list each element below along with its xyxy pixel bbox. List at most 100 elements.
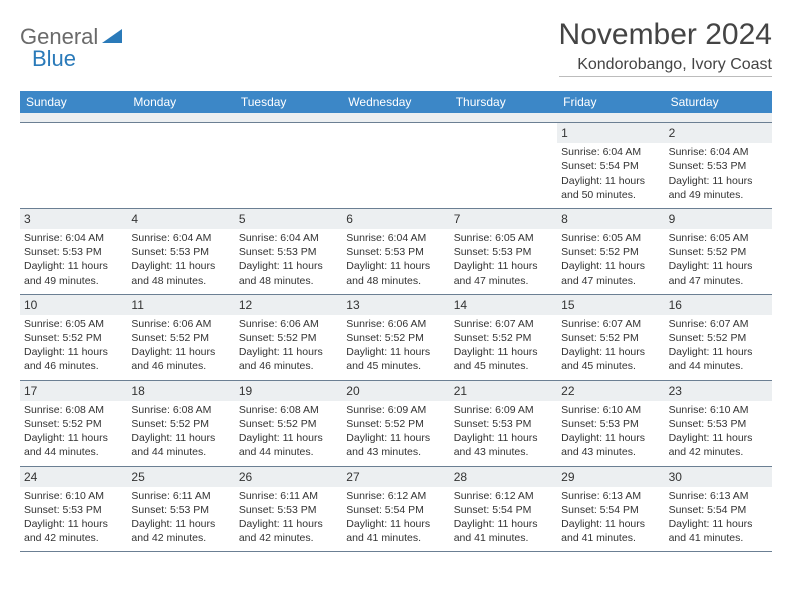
- calendar-cell: 13Sunrise: 6:06 AMSunset: 5:52 PMDayligh…: [342, 295, 449, 380]
- day-number: 12: [235, 295, 342, 315]
- day-number: 19: [235, 381, 342, 401]
- calendar-cell: 2Sunrise: 6:04 AMSunset: 5:53 PMDaylight…: [665, 123, 772, 208]
- sunrise-text: Sunrise: 6:06 AM: [239, 317, 338, 331]
- daylight-text: Daylight: 11 hours and 42 minutes.: [131, 517, 230, 545]
- day-number: 20: [342, 381, 449, 401]
- calendar-cell: 30 Sunrise: 6:13 AMSunset: 5:54 PMDayligh…: [665, 467, 772, 552]
- sunrise-text: Sunrise: 6:09 AM: [454, 403, 553, 417]
- day-number: 18: [127, 381, 234, 401]
- calendar-cell: 22Sunrise: 6:10 AMSunset: 5:53 PMDayligh…: [557, 381, 664, 466]
- sunset-text: Sunset: 5:53 PM: [131, 503, 230, 517]
- sunrise-text: Sunrise: 6:08 AM: [24, 403, 123, 417]
- calendar-cell: 15Sunrise: 6:07 AMSunset: 5:52 PMDayligh…: [557, 295, 664, 380]
- sunset-text: Sunset: 5:52 PM: [239, 417, 338, 431]
- calendar-cell: 25Sunrise: 6:11 AMSunset: 5:53 PMDayligh…: [127, 467, 234, 552]
- daylight-text: Daylight: 11 hours and 42 minutes.: [239, 517, 338, 545]
- day-number: 5: [235, 209, 342, 229]
- sunset-text: Sunset: 5:53 PM: [24, 503, 123, 517]
- sunset-text: Sunset: 5:53 PM: [346, 245, 445, 259]
- calendar-cell: 14Sunrise: 6:07 AMSunset: 5:52 PMDayligh…: [450, 295, 557, 380]
- sunrise-text: Sunrise: 6:13 AM: [669, 489, 768, 503]
- sunset-text: Sunset: 5:54 PM: [669, 503, 768, 517]
- calendar-cell: 3 Sunrise: 6:04 AMSunset: 5:53 PMDaylight…: [20, 209, 127, 294]
- calendar-cell: [450, 123, 557, 208]
- sunset-text: Sunset: 5:53 PM: [239, 503, 338, 517]
- daylight-text: Daylight: 11 hours and 41 minutes.: [669, 517, 768, 545]
- day-number: 21: [450, 381, 557, 401]
- calendar-cell: 12Sunrise: 6:06 AMSunset: 5:52 PMDayligh…: [235, 295, 342, 380]
- weekday-sun: Sunday: [20, 91, 127, 113]
- daylight-text: Daylight: 11 hours and 42 minutes.: [669, 431, 768, 459]
- daylight-text: Daylight: 11 hours and 47 minutes.: [454, 259, 553, 287]
- daylight-text: Daylight: 11 hours and 44 minutes.: [24, 431, 123, 459]
- sunset-text: Sunset: 5:52 PM: [561, 245, 660, 259]
- calendar-week: 24Sunrise: 6:10 AMSunset: 5:53 PMDayligh…: [20, 467, 772, 553]
- location-label: Kondorobango, Ivory Coast: [559, 56, 772, 77]
- calendar-cell: 10Sunrise: 6:05 AMSunset: 5:52 PMDayligh…: [20, 295, 127, 380]
- sunset-text: Sunset: 5:52 PM: [669, 331, 768, 345]
- calendar-cell: 7Sunrise: 6:05 AMSunset: 5:53 PMDaylight…: [450, 209, 557, 294]
- day-number: 15: [557, 295, 664, 315]
- weekday-thu: Thursday: [450, 91, 557, 113]
- daylight-text: Daylight: 11 hours and 41 minutes.: [346, 517, 445, 545]
- sunrise-text: Sunrise: 6:04 AM: [24, 231, 123, 245]
- calendar-cell: 20Sunrise: 6:09 AMSunset: 5:52 PMDayligh…: [342, 381, 449, 466]
- header-spacer: [20, 113, 772, 123]
- sunrise-text: Sunrise: 6:08 AM: [239, 403, 338, 417]
- day-number: 29: [557, 467, 664, 487]
- day-number: 24: [20, 467, 127, 487]
- calendar-cell: 16Sunrise: 6:07 AMSunset: 5:52 PMDayligh…: [665, 295, 772, 380]
- calendar-cell: 19Sunrise: 6:08 AMSunset: 5:52 PMDayligh…: [235, 381, 342, 466]
- daylight-text: Daylight: 11 hours and 42 minutes.: [24, 517, 123, 545]
- day-number: 25: [127, 467, 234, 487]
- calendar-cell: 23 Sunrise: 6:10 AMSunset: 5:53 PMDayligh…: [665, 381, 772, 466]
- day-number: 28: [450, 467, 557, 487]
- sunrise-text: Sunrise: 6:06 AM: [131, 317, 230, 331]
- sunset-text: Sunset: 5:53 PM: [669, 417, 768, 431]
- sunrise-text: Sunrise: 6:07 AM: [669, 317, 768, 331]
- title-block: November 2024 Kondorobango, Ivory Coast: [559, 18, 772, 77]
- sunrise-text: Sunrise: 6:04 AM: [669, 145, 768, 159]
- day-number: 3: [20, 209, 127, 229]
- calendar-cell: 28Sunrise: 6:12 AMSunset: 5:54 PMDayligh…: [450, 467, 557, 552]
- day-number: 6: [342, 209, 449, 229]
- calendar-cell: 4Sunrise: 6:04 AMSunset: 5:53 PMDaylight…: [127, 209, 234, 294]
- calendar-week: 1Sunrise: 6:04 AMSunset: 5:54 PMDaylight…: [20, 123, 772, 209]
- calendar-cell: 26Sunrise: 6:11 AMSunset: 5:53 PMDayligh…: [235, 467, 342, 552]
- sunrise-text: Sunrise: 6:12 AM: [346, 489, 445, 503]
- calendar-cell: 6Sunrise: 6:04 AMSunset: 5:53 PMDaylight…: [342, 209, 449, 294]
- sunrise-text: Sunrise: 6:09 AM: [346, 403, 445, 417]
- calendar-week: 10Sunrise: 6:05 AMSunset: 5:52 PMDayligh…: [20, 295, 772, 381]
- day-number: 23: [665, 381, 772, 401]
- calendar-cell: 21Sunrise: 6:09 AMSunset: 5:53 PMDayligh…: [450, 381, 557, 466]
- calendar-week: 3Sunrise: 6:04 AMSunset: 5:53 PMDaylight…: [20, 209, 772, 295]
- sunrise-text: Sunrise: 6:13 AM: [561, 489, 660, 503]
- daylight-text: Daylight: 11 hours and 45 minutes.: [454, 345, 553, 373]
- sunset-text: Sunset: 5:53 PM: [561, 417, 660, 431]
- weekday-fri: Friday: [557, 91, 664, 113]
- calendar-cell: [20, 123, 127, 208]
- day-number: 7: [450, 209, 557, 229]
- daylight-text: Daylight: 11 hours and 48 minutes.: [346, 259, 445, 287]
- sunset-text: Sunset: 5:52 PM: [346, 417, 445, 431]
- calendar-cell: 8Sunrise: 6:05 AMSunset: 5:52 PMDaylight…: [557, 209, 664, 294]
- daylight-text: Daylight: 11 hours and 48 minutes.: [239, 259, 338, 287]
- calendar-week: 17Sunrise: 6:08 AMSunset: 5:52 PMDayligh…: [20, 381, 772, 467]
- sunset-text: Sunset: 5:53 PM: [239, 245, 338, 259]
- daylight-text: Daylight: 11 hours and 45 minutes.: [346, 345, 445, 373]
- daylight-text: Daylight: 11 hours and 41 minutes.: [561, 517, 660, 545]
- day-number: 30: [665, 467, 772, 487]
- sunrise-text: Sunrise: 6:04 AM: [131, 231, 230, 245]
- daylight-text: Daylight: 11 hours and 46 minutes.: [239, 345, 338, 373]
- sunrise-text: Sunrise: 6:10 AM: [24, 489, 123, 503]
- daylight-text: Daylight: 11 hours and 49 minutes.: [24, 259, 123, 287]
- day-number: 2: [665, 123, 772, 143]
- sunrise-text: Sunrise: 6:06 AM: [346, 317, 445, 331]
- sunset-text: Sunset: 5:52 PM: [669, 245, 768, 259]
- sunrise-text: Sunrise: 6:10 AM: [669, 403, 768, 417]
- sunset-text: Sunset: 5:53 PM: [24, 245, 123, 259]
- day-number: 1: [557, 123, 664, 143]
- sunrise-text: Sunrise: 6:07 AM: [561, 317, 660, 331]
- calendar-cell: 24 Sunrise: 6:10 AMSunset: 5:53 PMDayligh…: [20, 467, 127, 552]
- daylight-text: Daylight: 11 hours and 49 minutes.: [669, 174, 768, 202]
